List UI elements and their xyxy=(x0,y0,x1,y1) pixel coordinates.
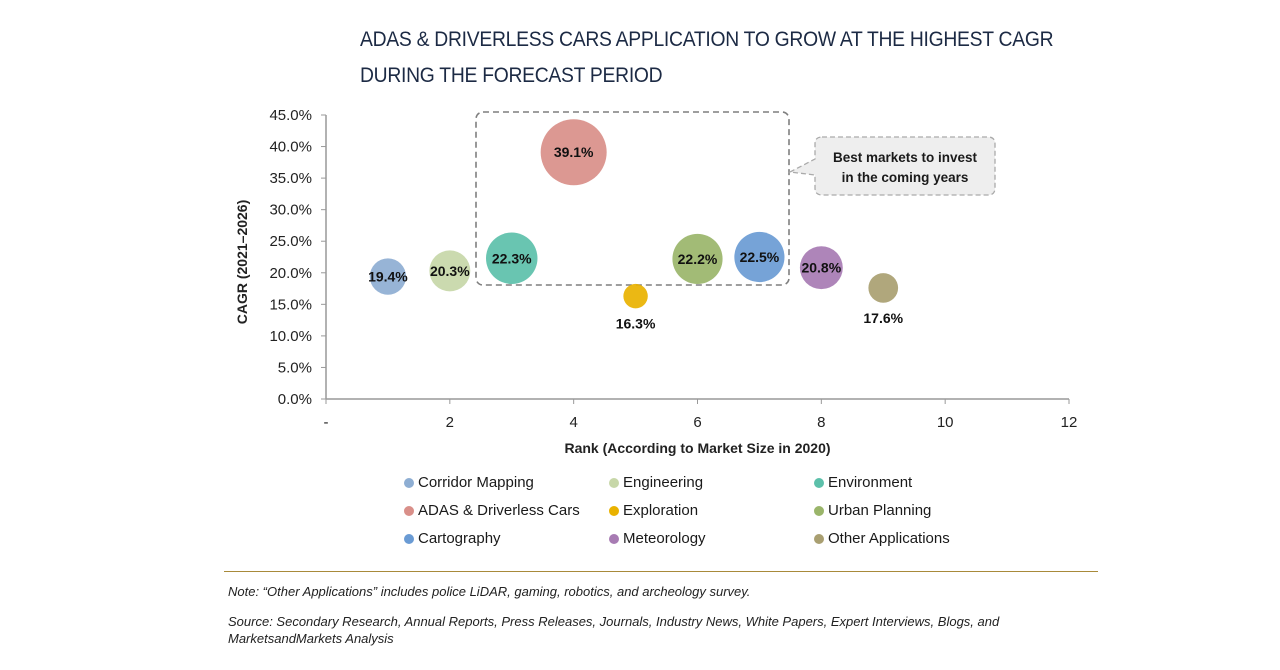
legend-item: Environment xyxy=(814,472,1004,493)
legend-marker-icon xyxy=(814,505,824,516)
x-tick-label: 6 xyxy=(693,414,701,431)
callout: Best markets to invest in the coming year… xyxy=(787,136,996,196)
y-tick-label: 45.0% xyxy=(269,107,312,124)
callout-text-line: in the coming years xyxy=(842,170,969,185)
bubble-label: 20.8% xyxy=(801,260,841,276)
legend-item: Exploration xyxy=(609,500,814,521)
legend-label: Other Applications xyxy=(828,530,950,547)
callout-bubble xyxy=(787,136,996,196)
legend-marker-icon xyxy=(404,477,414,488)
legend-label: Cartography xyxy=(418,530,501,547)
y-tick-label: 15.0% xyxy=(269,296,312,313)
bubble xyxy=(672,233,723,284)
bubble-label: 17.6% xyxy=(863,310,903,326)
y-tick-label: 40.0% xyxy=(269,139,312,156)
bubble-label: 20.3% xyxy=(430,263,470,279)
legend-item: Engineering xyxy=(609,472,814,493)
legend-marker-icon xyxy=(609,477,619,488)
legend-label: Environment xyxy=(828,474,913,491)
bubble xyxy=(486,232,538,285)
bubble-label: 19.4% xyxy=(368,269,408,285)
footnote: Note: “Other Applications” includes poli… xyxy=(228,584,751,599)
bubble xyxy=(540,119,607,186)
legend-marker-icon xyxy=(404,533,414,544)
legend-item: Corridor Mapping xyxy=(404,472,609,493)
y-tick-label: 5.0% xyxy=(278,359,312,376)
legend-label: ADAS & Driverless Cars xyxy=(418,502,580,519)
y-tick-label: 25.0% xyxy=(269,233,312,250)
source-note: Source: Secondary Research, Annual Repor… xyxy=(228,614,1000,646)
bubble-label: 16.3% xyxy=(616,315,656,331)
bubble-label: 39.1% xyxy=(554,144,594,160)
legend: Corridor Mapping Engineering Environment AD… xyxy=(404,472,1004,549)
legend-marker-icon xyxy=(814,533,824,544)
bubble xyxy=(623,283,648,309)
divider xyxy=(224,571,1098,572)
legend-marker-icon xyxy=(609,533,619,544)
bubble-label: 22.5% xyxy=(740,249,780,265)
x-tick-label: 8 xyxy=(817,414,825,431)
axes: 0.0% 5.0% 10.0% 15.0% 20.0% 25.0% 30.0% 35.0% 40… xyxy=(234,107,1077,456)
legend-label: Engineering xyxy=(623,474,704,491)
y-tick-label: 35.0% xyxy=(269,170,312,187)
x-axis-title: Rank (According to Market Size in 2020) xyxy=(564,440,830,456)
legend-marker-icon xyxy=(814,477,824,488)
x-tick-label: 10 xyxy=(937,414,954,431)
bubble-label: 22.2% xyxy=(678,251,718,267)
x-tick-label: - xyxy=(324,414,329,431)
legend-item: Cartography xyxy=(404,528,609,549)
y-tick-label: 0.0% xyxy=(278,391,312,408)
bubble xyxy=(369,258,407,295)
callout-text-line: Best markets to invest xyxy=(833,150,978,165)
bubble xyxy=(429,250,471,292)
legend-label: Corridor Mapping xyxy=(418,474,534,491)
x-tick-label: 2 xyxy=(446,414,454,431)
legend-item: ADAS & Driverless Cars xyxy=(404,500,609,521)
legend-label: Meteorology xyxy=(623,530,706,547)
bubble xyxy=(868,273,899,303)
y-tick-label: 30.0% xyxy=(269,202,312,219)
legend-item: Meteorology xyxy=(609,528,814,549)
x-tick-label: 12 xyxy=(1061,414,1078,431)
legend-marker-icon xyxy=(609,505,619,516)
legend-marker-icon xyxy=(404,505,414,516)
legend-label: Exploration xyxy=(623,502,699,519)
chart-title-line-1: ADAS & DRIVERLESS CARS APPLICATION TO GR… xyxy=(360,28,1054,51)
x-tick-label: 4 xyxy=(569,414,577,431)
y-tick-label: 10.0% xyxy=(269,328,312,345)
legend-item: Other Applications xyxy=(814,528,1004,549)
chart-title-line-2: DURING THE FORECAST PERIOD xyxy=(360,64,663,87)
bubbles: 19.4% 20.3% 22.3% 39.1% 16.3% 22.2% 22.5% 20.8%… xyxy=(368,119,904,331)
y-tick-label: 20.0% xyxy=(269,265,312,282)
y-axis-title: CAGR (2021–2026) xyxy=(234,200,250,325)
legend-label: Urban Planning xyxy=(828,502,932,519)
legend-item: Urban Planning xyxy=(814,500,1004,521)
chart-title: ADAS & DRIVERLESS CARS APPLICATION TO GR… xyxy=(360,22,1054,94)
bubble xyxy=(799,246,843,290)
bubble-label: 22.3% xyxy=(492,250,532,266)
bubble xyxy=(734,231,785,283)
bubble-chart: 0.0% 5.0% 10.0% 15.0% 20.0% 25.0% 30.0% 35.0% 40… xyxy=(234,107,1077,456)
